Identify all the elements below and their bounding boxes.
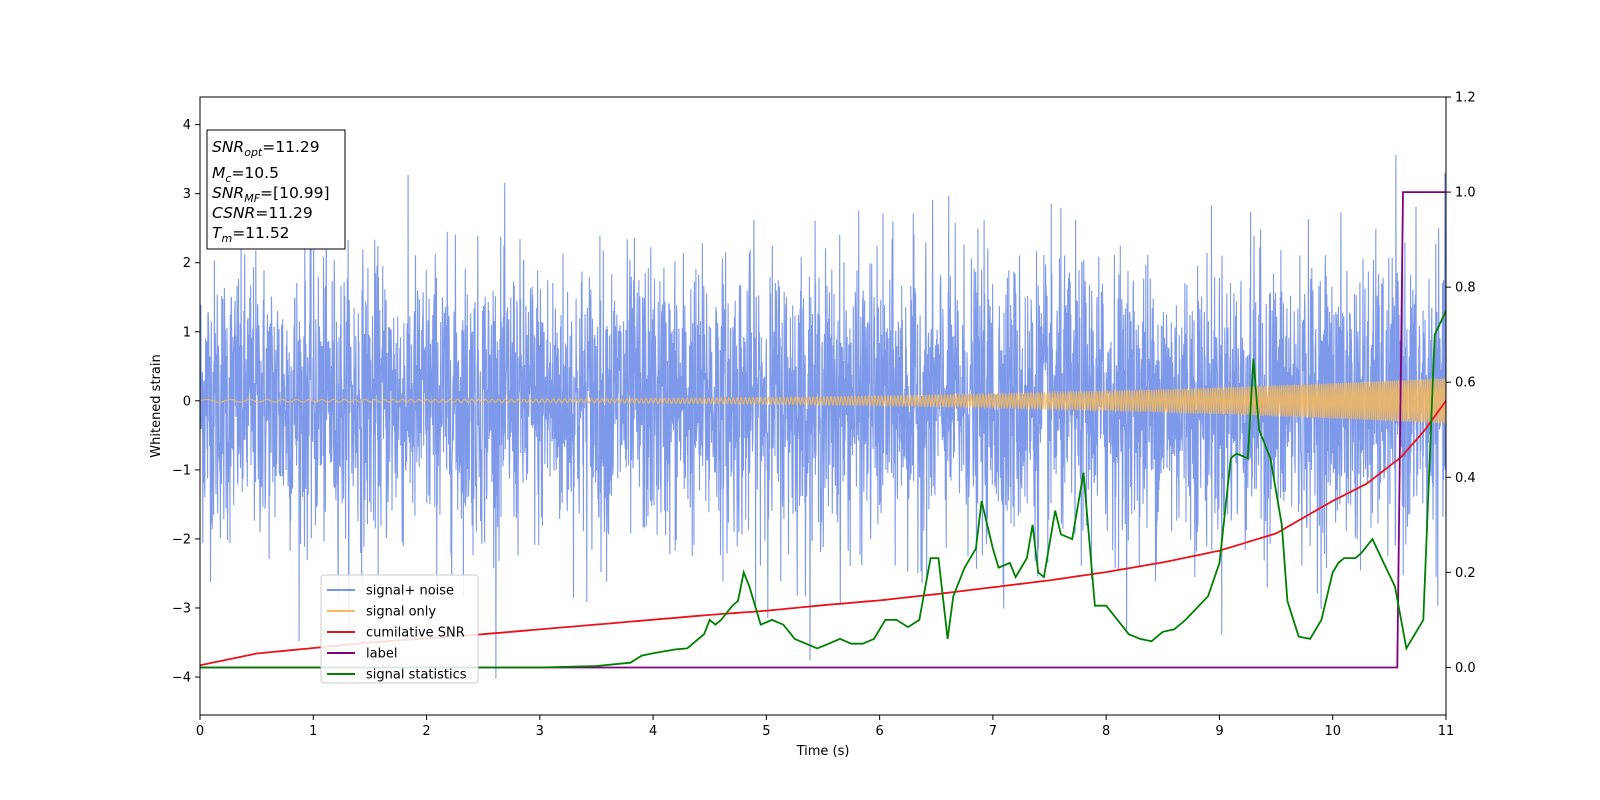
y-tick-label: −2	[172, 532, 191, 547]
info-csnr: CSNR=11.29	[212, 204, 313, 222]
legend-label: signal+ noise	[366, 584, 454, 599]
y2-tick-label: 0.4	[1455, 471, 1476, 486]
info-snr-opt-value: =11.29	[262, 138, 319, 156]
y-tick-label: −1	[172, 463, 191, 478]
axes-layer: 0 1 2 3 4 5 6 7 8 9 10 1143210−1−2−3−41.21.00.80.60…	[172, 91, 1476, 740]
legend: signal+ noise signal only cumilative SNR la…	[320, 574, 479, 684]
legend-label: signal only	[366, 605, 436, 620]
x-axis-title: Time (s)	[796, 744, 850, 759]
x-tick-label: 4	[649, 724, 657, 739]
x-tick-label: 11	[1438, 724, 1455, 739]
info-snr-mf-value: =[10.99]	[260, 184, 329, 202]
info-mc-value: =10.5	[231, 164, 279, 182]
info-snr-opt-sub: opt	[244, 146, 263, 159]
x-tick-label: 2	[422, 724, 430, 739]
y-tick-label: 1	[183, 325, 191, 340]
y-tick-label: −3	[172, 601, 191, 616]
info-csnr-value: =11.29	[255, 204, 312, 222]
y2-tick-label: 1.2	[1455, 91, 1476, 106]
info-tm-base: T	[212, 224, 223, 242]
info-tm: Tm=11.52	[212, 224, 290, 245]
info-tm-value: =11.52	[232, 224, 289, 242]
x-tick-label: 7	[989, 724, 997, 739]
y2-tick-label: 0.6	[1455, 376, 1476, 391]
y-axis-title: Whitened strain	[149, 354, 164, 457]
y-tick-label: 4	[183, 118, 191, 133]
y-tick-label: 2	[183, 256, 191, 271]
info-mc-base: M	[212, 164, 225, 182]
series-line-label	[200, 191, 1446, 669]
legend-label: cumilative SNR	[366, 626, 465, 641]
y-tick-label: −4	[172, 671, 191, 686]
info-snr-opt: SNRopt=11.29	[212, 138, 320, 159]
info-snr-mf: SNRMF=[10.99]	[212, 184, 330, 205]
info-snr-mf-sub: MF	[244, 192, 260, 205]
x-tick-label: 6	[875, 724, 883, 739]
info-tm-sub: m	[221, 232, 232, 245]
x-tick-label: 10	[1324, 724, 1341, 739]
legend-label: label	[366, 647, 397, 662]
x-tick-label: 9	[1215, 724, 1223, 739]
y-tick-label: 0	[183, 394, 191, 409]
info-mc: Mc=10.5	[212, 164, 279, 185]
legend-frame	[320, 574, 479, 684]
x-tick-label: 0	[196, 724, 204, 739]
x-tick-label: 1	[309, 724, 317, 739]
info-mc-sub: c	[225, 172, 231, 185]
x-tick-label: 5	[762, 724, 770, 739]
info-box: SNRopt=11.29 Mc=10.5 SNRMF=[10.99] CSNR=…	[206, 129, 346, 250]
y-tick-label: 3	[183, 187, 191, 202]
y2-tick-label: 0.0	[1455, 661, 1476, 676]
legend-label: signal statistics	[366, 668, 467, 683]
series-line-signal-statistics	[200, 310, 1446, 669]
series-line-signal-only	[200, 377, 1446, 424]
y2-tick-label: 0.2	[1455, 566, 1476, 581]
y2-tick-label: 0.8	[1455, 281, 1476, 296]
y2-tick-label: 1.0	[1455, 186, 1476, 201]
info-snr-opt-base: SNR	[212, 138, 244, 156]
info-snr-mf-base: SNR	[212, 184, 244, 202]
info-csnr-base: CSNR	[212, 204, 255, 222]
info-box-frame	[206, 129, 346, 250]
x-tick-label: 3	[536, 724, 544, 739]
plot-frame	[199, 96, 1447, 716]
x-tick-label: 8	[1102, 724, 1110, 739]
